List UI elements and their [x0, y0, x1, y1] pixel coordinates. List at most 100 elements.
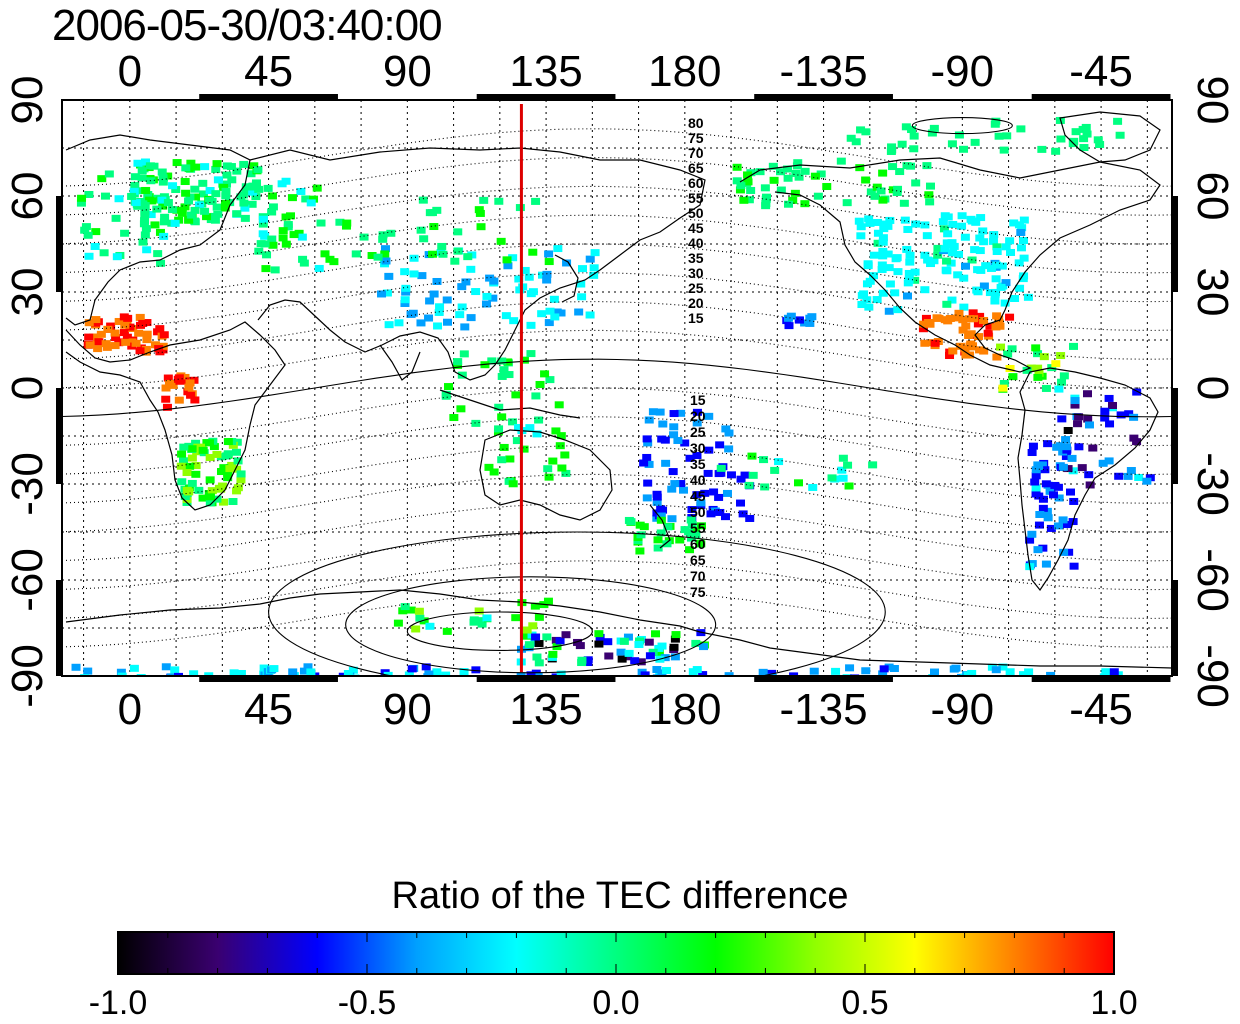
tec-cell	[432, 277, 442, 285]
tec-cell	[661, 666, 671, 674]
dip-contour-label: 20	[690, 408, 706, 424]
tec-cell	[1105, 420, 1115, 428]
tec-cell	[542, 633, 552, 641]
tec-cell	[844, 482, 854, 490]
tec-cell	[909, 132, 919, 140]
tec-cell	[258, 215, 268, 223]
tec-cell	[700, 489, 710, 497]
tec-cell	[922, 162, 932, 170]
tec-cell	[417, 272, 427, 280]
tec-cell	[855, 164, 865, 172]
tec-cell	[604, 652, 614, 660]
tec-cell	[939, 225, 949, 233]
tec-cell	[466, 314, 476, 322]
tec-cell	[958, 326, 968, 334]
tec-cell	[658, 506, 668, 514]
tec-cell	[761, 193, 771, 201]
lon-tick-top: -45	[1069, 47, 1133, 96]
tec-cell	[1041, 384, 1051, 392]
tec-cell	[155, 325, 165, 333]
tec-cell	[84, 190, 94, 198]
tec-cell	[1019, 216, 1029, 224]
tec-cell	[236, 193, 246, 201]
tec-cell	[482, 614, 492, 622]
tec-cell	[139, 162, 149, 170]
dip-contour-label: 55	[688, 190, 704, 206]
tec-cell	[166, 673, 176, 676]
tec-cell	[991, 275, 1001, 283]
tec-cell	[885, 216, 895, 224]
dip-contour-label: 45	[690, 488, 706, 504]
tec-cell	[1030, 478, 1040, 486]
tec-cell	[130, 173, 140, 181]
tec-cell	[1014, 259, 1024, 267]
tec-cell	[1010, 294, 1020, 302]
tec-cell	[918, 325, 928, 333]
tec-cell	[555, 637, 565, 645]
tec-cell	[698, 671, 708, 676]
tec-cell	[861, 176, 871, 184]
tec-cell	[652, 493, 662, 501]
tec-cell	[644, 416, 654, 424]
tec-cell	[418, 196, 428, 204]
tec-cell	[589, 264, 599, 272]
tec-cell	[425, 622, 435, 630]
tec-cell	[687, 521, 697, 529]
tec-cell	[560, 451, 570, 459]
tec-cell	[437, 242, 447, 250]
tec-cell	[453, 358, 463, 366]
tec-cell	[1104, 457, 1114, 465]
tec-cell	[979, 238, 989, 246]
tec-cell	[83, 231, 93, 239]
lon-tick-bottom: 90	[382, 685, 432, 734]
tec-cell	[667, 515, 677, 523]
tec-cell	[816, 170, 826, 178]
tec-cell	[127, 192, 137, 200]
tec-cell	[298, 255, 308, 263]
tec-cell	[232, 487, 242, 495]
tec-cell	[760, 483, 770, 491]
tec-cell	[114, 195, 124, 203]
tec-cell	[585, 255, 595, 263]
tec-cell	[1077, 464, 1087, 472]
tec-cell	[533, 672, 543, 676]
tec-cell	[213, 210, 223, 218]
tec-cell	[790, 189, 800, 197]
tec-cell	[1088, 444, 1098, 452]
tec-cell	[543, 465, 553, 473]
tec-cell	[985, 322, 995, 330]
tec-cell	[856, 223, 866, 231]
tec-cell	[141, 345, 151, 353]
frame-bar-bottom	[1031, 676, 1171, 682]
tec-cell	[789, 672, 799, 676]
tec-cell	[865, 219, 875, 227]
tec-cell	[1115, 131, 1125, 139]
tec-cell	[966, 330, 976, 338]
tec-cell	[634, 640, 644, 648]
tec-cell	[983, 329, 993, 337]
tec-cell	[167, 206, 177, 214]
tec-cell	[691, 531, 701, 539]
tec-cell	[367, 252, 377, 260]
tec-cell	[822, 183, 832, 191]
lat-tick-right: 60	[1188, 171, 1237, 221]
tec-cell	[948, 220, 958, 228]
tec-cell	[424, 314, 434, 322]
tec-cell	[110, 342, 120, 350]
tec-cell	[999, 379, 1009, 387]
tec-cell	[656, 512, 666, 520]
tec-cell	[690, 526, 700, 534]
tec-cell	[508, 480, 518, 488]
tec-cell	[526, 350, 536, 358]
tec-cell	[645, 652, 655, 660]
tec-cell	[791, 169, 801, 177]
tec-cell	[927, 129, 937, 137]
tec-cell	[553, 245, 563, 253]
tec-cell	[1005, 237, 1015, 245]
tec-cell	[429, 290, 439, 298]
tec-cell	[624, 649, 634, 657]
tec-cell	[1034, 492, 1044, 500]
tec-cell	[499, 366, 509, 374]
tec-cell	[528, 622, 538, 630]
tec-cell	[457, 283, 467, 291]
